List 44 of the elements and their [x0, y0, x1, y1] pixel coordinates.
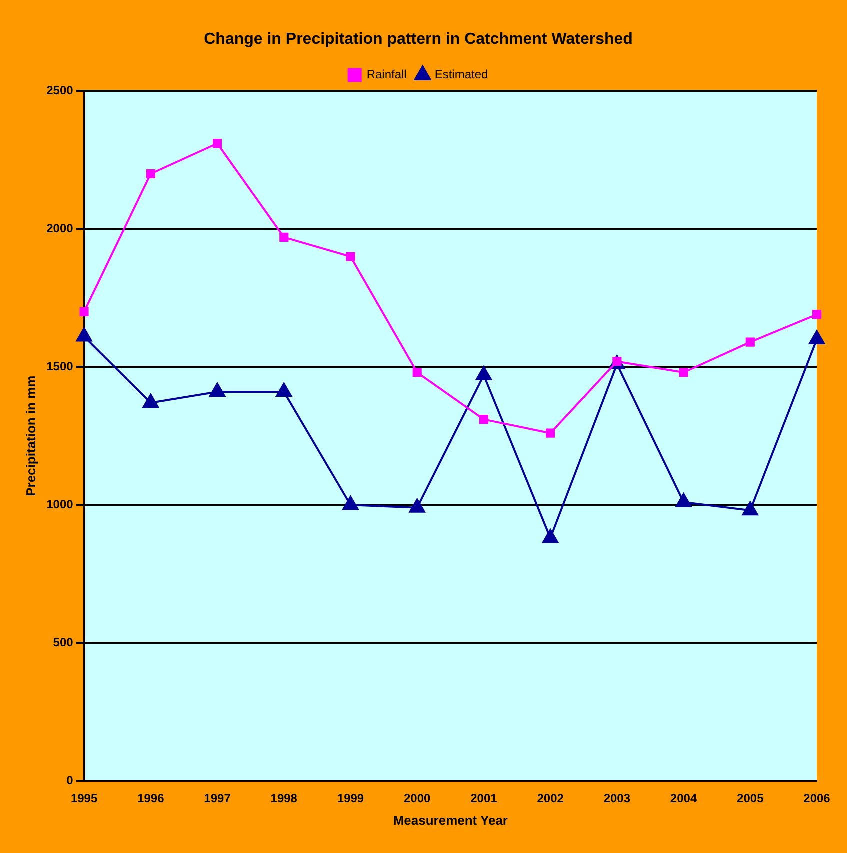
- point: [746, 338, 755, 347]
- point: [146, 169, 156, 179]
- x-tick-label: 1999: [337, 792, 364, 806]
- x-tick-label: 1995: [70, 792, 98, 806]
- x-tick-label: 2005: [737, 792, 764, 806]
- y-axis-title: Precipitation in mm: [23, 376, 38, 496]
- point: [476, 366, 492, 380]
- point: [812, 310, 822, 320]
- point: [280, 232, 289, 242]
- point: [276, 382, 292, 397]
- y-tick-label: 1000: [46, 497, 74, 512]
- point: [76, 328, 92, 342]
- x-tick-label: 2002: [537, 792, 564, 806]
- y-tick-label: 2500: [46, 84, 74, 98]
- x-tick-label: 2003: [604, 792, 631, 806]
- point: [809, 330, 825, 345]
- x-tick-label: 1996: [138, 792, 165, 806]
- point: [210, 382, 226, 397]
- x-tick-label: 2006: [804, 792, 831, 806]
- y-tick-label: 0: [66, 773, 74, 788]
- x-tick-label: 2001: [470, 792, 498, 806]
- x-tick-label: 1998: [270, 792, 298, 806]
- point: [342, 496, 359, 510]
- point: [742, 502, 758, 516]
- x-tick-label: 1997: [204, 792, 232, 806]
- point: [80, 307, 89, 316]
- point: [412, 368, 422, 378]
- point: [409, 498, 426, 513]
- point: [346, 252, 356, 262]
- point: [542, 529, 558, 544]
- point: [679, 368, 688, 378]
- point: [546, 428, 556, 438]
- x-tick-label: 2004: [670, 792, 698, 806]
- legend-label: Estimated: [434, 68, 488, 82]
- point: [142, 394, 159, 408]
- point: [676, 493, 692, 508]
- y-tick-label: 500: [53, 635, 74, 650]
- x-tick-label: 2000: [404, 792, 432, 806]
- legend-label: Rainfall: [366, 68, 407, 82]
- chart-title: Change in Precipitation pattern in Catchment Watershed: [204, 31, 633, 48]
- y-tick-label: 1500: [46, 359, 74, 374]
- y-tick-label: 2000: [46, 221, 74, 236]
- point: [212, 139, 222, 148]
- x-axis-title: Measurement Year: [393, 812, 508, 828]
